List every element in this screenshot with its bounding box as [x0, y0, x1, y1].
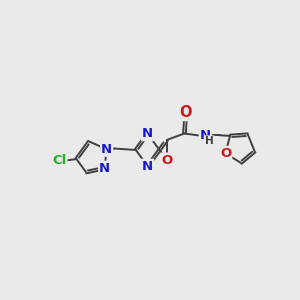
Text: Cl: Cl	[52, 154, 67, 167]
Text: N: N	[142, 127, 153, 140]
Text: H: H	[206, 136, 214, 146]
Text: N: N	[142, 160, 153, 173]
Text: N: N	[200, 129, 211, 142]
Text: N: N	[99, 162, 110, 175]
Text: O: O	[179, 105, 192, 120]
Text: O: O	[220, 147, 231, 160]
Text: O: O	[161, 154, 172, 166]
Text: N: N	[101, 143, 112, 156]
